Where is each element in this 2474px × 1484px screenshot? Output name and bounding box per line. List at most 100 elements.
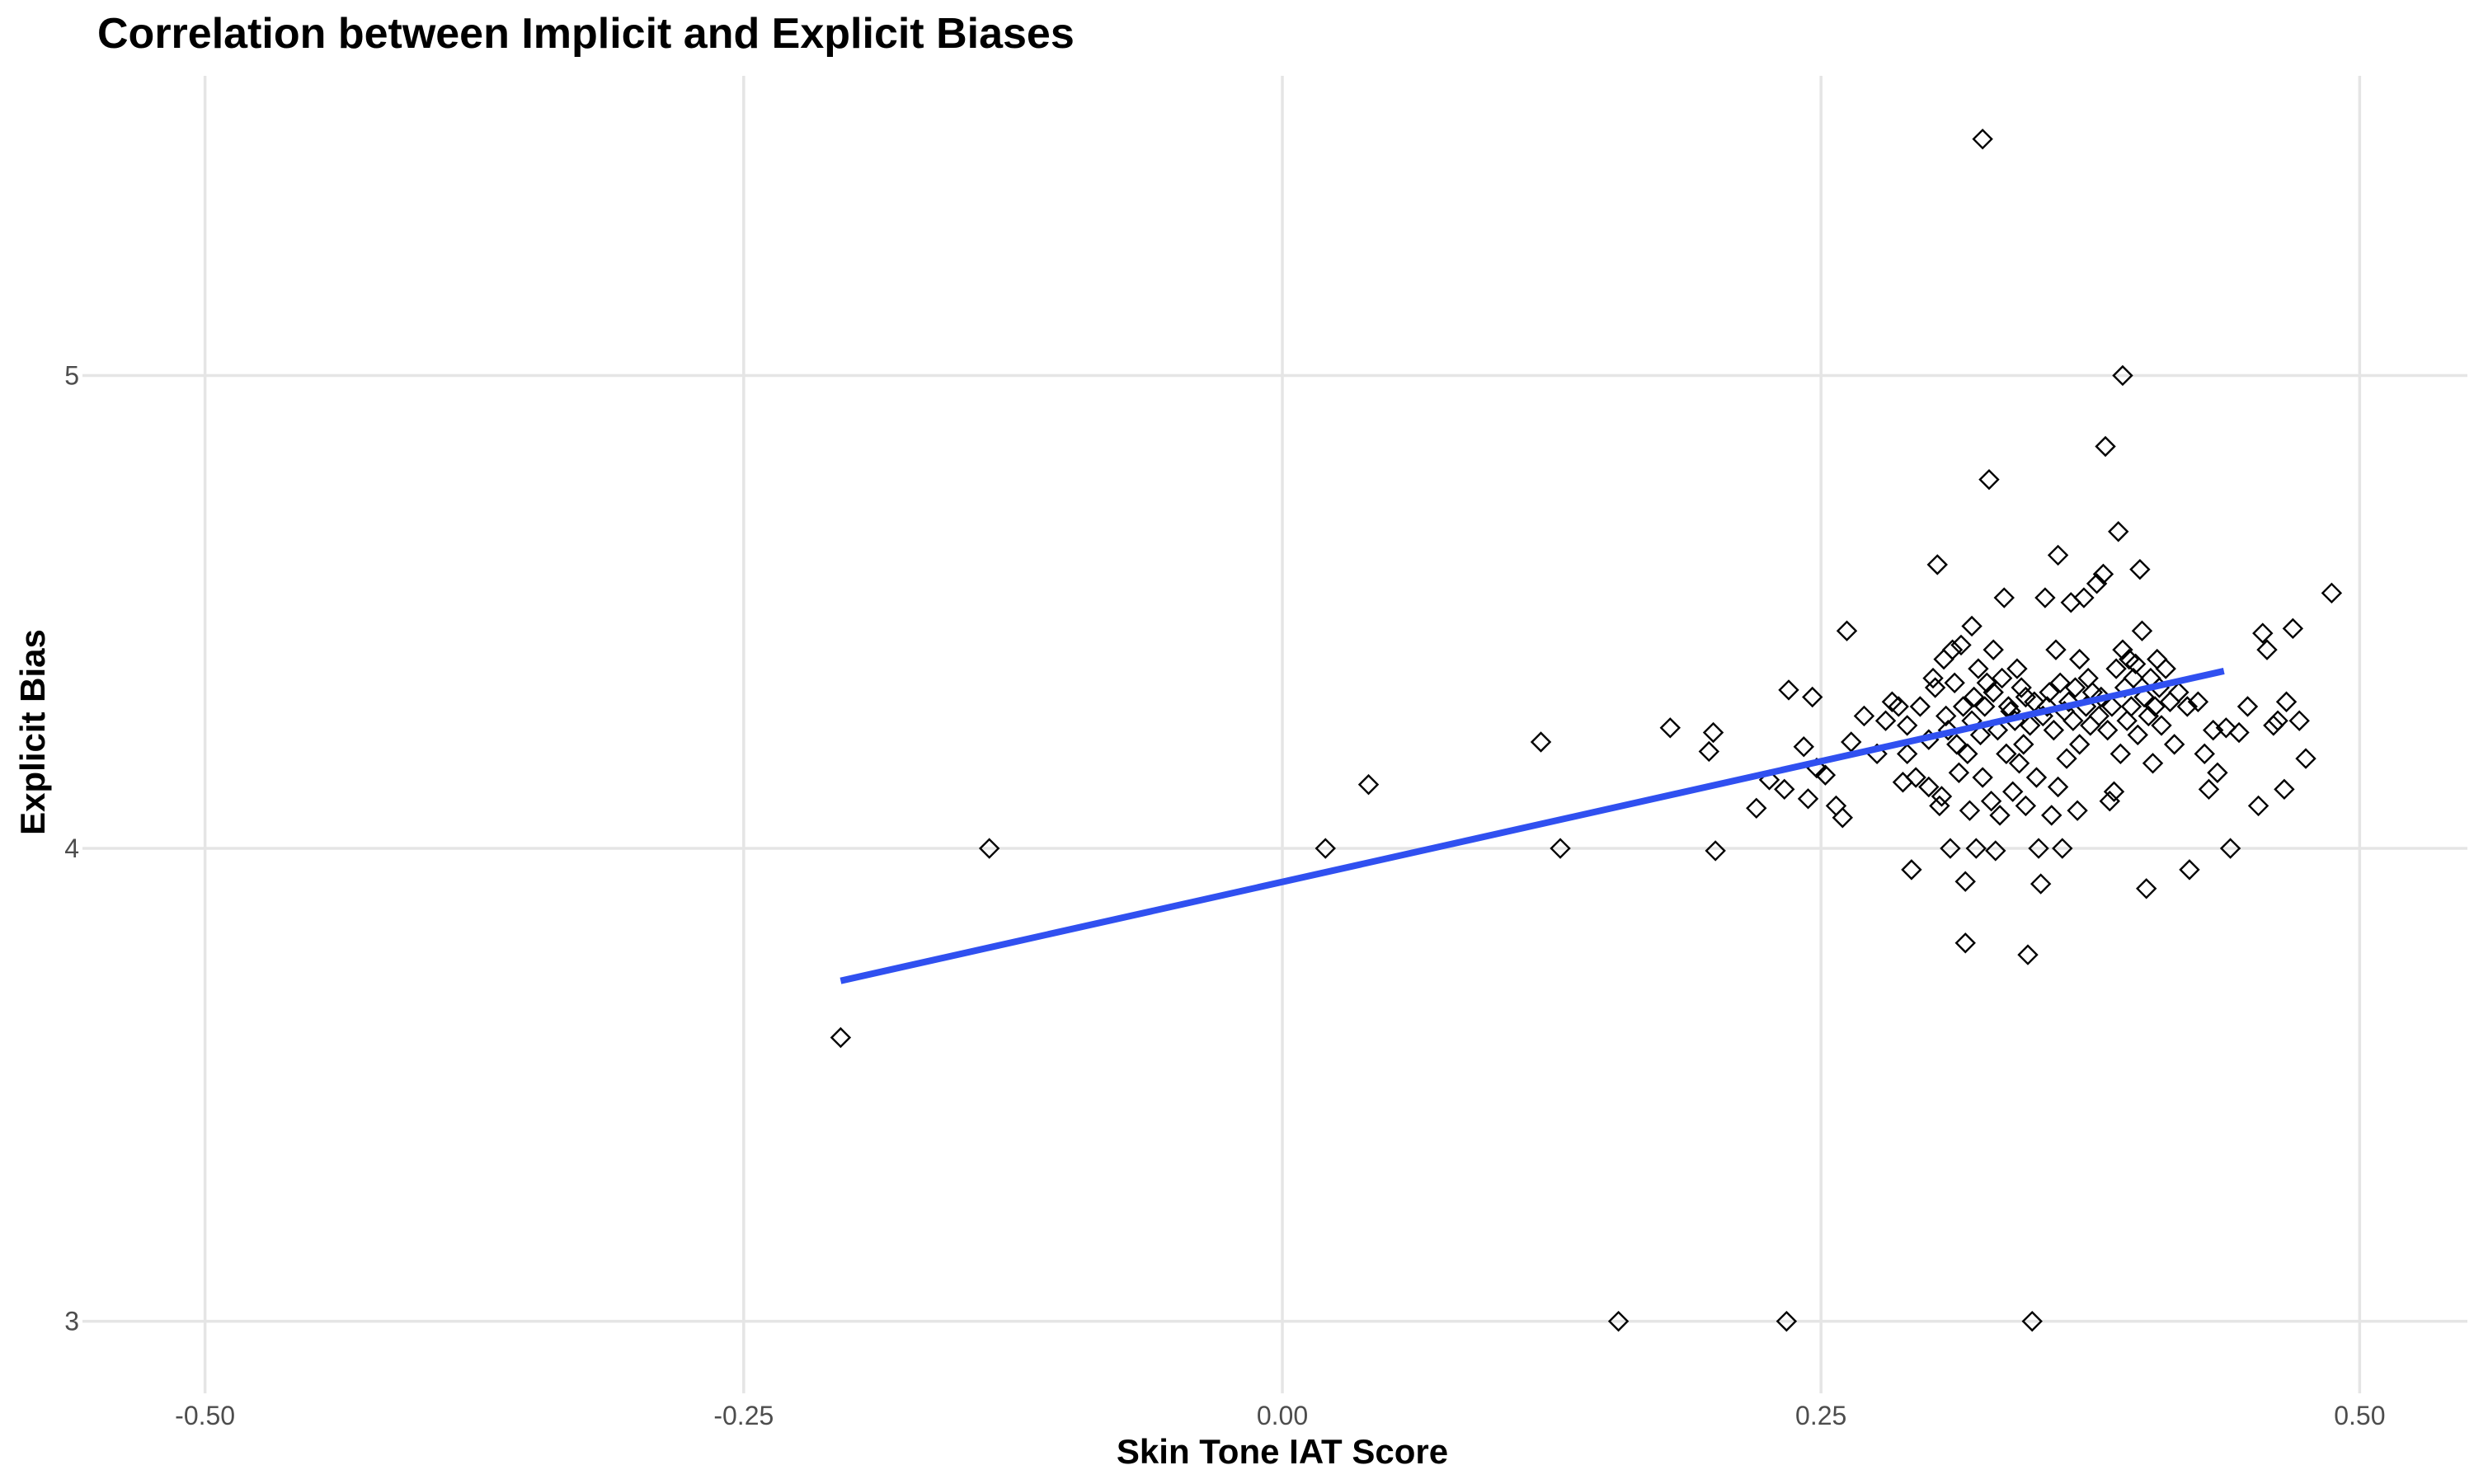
- data-point: [1937, 719, 1959, 741]
- data-point: [2080, 715, 2101, 736]
- data-point: [1991, 667, 2013, 689]
- data-point: [2006, 658, 2028, 679]
- data-point: [1776, 1310, 1798, 1332]
- data-point: [1778, 679, 1799, 701]
- data-point: [2043, 719, 2065, 741]
- data-point: [1550, 838, 1571, 859]
- data-point: [2036, 696, 2058, 717]
- data-point: [2295, 748, 2316, 769]
- data-point: [2123, 667, 2144, 689]
- data-point: [2256, 639, 2278, 660]
- data-point: [2247, 795, 2269, 817]
- data-point: [2133, 686, 2155, 708]
- data-point: [1982, 639, 2004, 660]
- data-point: [2163, 734, 2185, 755]
- data-point: [1924, 677, 1946, 698]
- data-point: [2108, 521, 2129, 542]
- data-point: [2151, 715, 2172, 736]
- data-point: [1952, 696, 1974, 717]
- data-point: [2131, 620, 2153, 641]
- data-point: [2002, 781, 2024, 802]
- data-point: [1905, 767, 1926, 788]
- data-point: [1948, 762, 1970, 783]
- data-point: [1888, 696, 1909, 717]
- data-point: [1974, 696, 1996, 717]
- data-point: [1705, 840, 1726, 862]
- data-point: [1793, 736, 1814, 758]
- data-point: [1968, 658, 1989, 679]
- data-point: [2092, 563, 2114, 585]
- data-point: [1957, 743, 1978, 765]
- data-point: [2120, 696, 2142, 717]
- data-point: [2187, 691, 2209, 712]
- data-point: [2155, 658, 2176, 679]
- data-point: [1950, 634, 1972, 656]
- regression-line: [840, 668, 2225, 984]
- data-point: [2067, 800, 2088, 821]
- y-tick-label: 3: [64, 1307, 79, 1336]
- data-point: [2073, 587, 2095, 608]
- data-point: [1954, 871, 1976, 892]
- data-point: [2015, 795, 2037, 817]
- data-point: [2203, 719, 2224, 741]
- data-point: [1976, 672, 1998, 693]
- data-point: [1972, 767, 1993, 788]
- data-point: [1993, 587, 2015, 608]
- data-point: [2236, 696, 2259, 717]
- data-point: [1896, 743, 1918, 765]
- data-point: [1933, 648, 1954, 670]
- data-point: [2138, 705, 2160, 727]
- data-point: [1996, 743, 2017, 765]
- data-point: [1746, 797, 1767, 819]
- data-point: [1702, 721, 1724, 744]
- data-point: [1989, 805, 2011, 826]
- data-point: [2008, 753, 2030, 774]
- x-tick-label: 0.00: [1257, 1401, 1308, 1430]
- data-point: [2105, 658, 2127, 679]
- data-point: [1774, 778, 1795, 801]
- data-point: [1874, 710, 1897, 731]
- data-point: [1797, 788, 1819, 810]
- x-tick-label: 0.25: [1795, 1401, 1846, 1430]
- data-point: [1946, 734, 1968, 755]
- data-point: [2288, 710, 2310, 731]
- data-point: [2176, 696, 2199, 717]
- data-point: [1931, 786, 1953, 807]
- data-point: [1832, 807, 1854, 829]
- data-point: [2112, 364, 2133, 387]
- data-point: [1963, 686, 1985, 708]
- x-axis-title: Skin Tone IAT Score: [1117, 1432, 1448, 1471]
- regression-line-group: [840, 668, 2225, 984]
- data-point: [1969, 724, 1992, 746]
- data-point: [2219, 838, 2241, 859]
- data-point: [2136, 878, 2157, 899]
- data-point: [2207, 762, 2228, 783]
- data-point: [2228, 721, 2250, 744]
- data-point: [2028, 838, 2049, 859]
- data-point: [1659, 717, 1681, 739]
- data-point: [2263, 715, 2284, 736]
- data-point: [2039, 682, 2060, 703]
- data-point: [1972, 128, 1993, 150]
- data-point: [1929, 795, 1950, 817]
- y-tick-label: 5: [64, 360, 79, 390]
- data-point: [2056, 748, 2077, 769]
- data-point: [1802, 686, 1823, 708]
- data-point: [1954, 932, 1976, 954]
- data-point: [2127, 724, 2148, 746]
- grid-lines: [82, 76, 2467, 1393]
- data-point: [1896, 715, 1918, 736]
- data-point: [2274, 778, 2295, 801]
- data-point: [2049, 672, 2071, 693]
- chart-title: Correlation between Implicit and Explici…: [97, 10, 1075, 58]
- data-point: [2069, 648, 2091, 670]
- data-point: [2047, 776, 2069, 798]
- data-point: [2017, 944, 2039, 965]
- data-point: [1530, 731, 1552, 753]
- data-point: [1698, 740, 1720, 763]
- data-point: [2045, 639, 2067, 660]
- data-point: [2112, 639, 2133, 660]
- data-point: [830, 1026, 852, 1049]
